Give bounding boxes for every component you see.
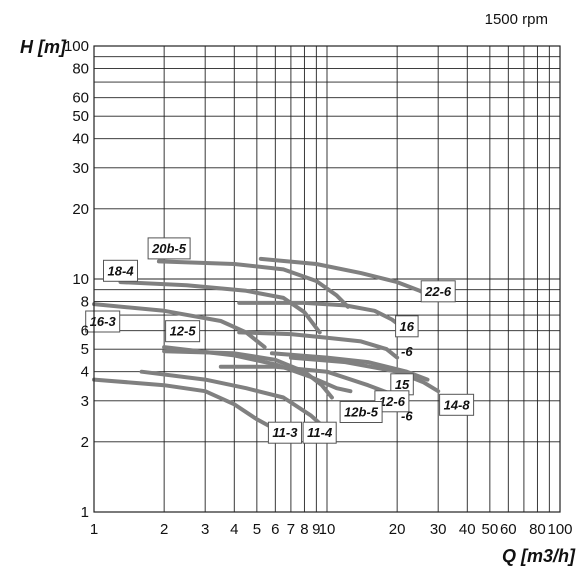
x-tick-label: 10 [319, 521, 336, 538]
y-tick-label: 4 [81, 364, 89, 381]
curve-label-text: -6 [401, 344, 413, 359]
curve-label: 11-3 [267, 421, 302, 444]
curve-label: 12b-5 [339, 401, 383, 423]
curve-label: 11-4 [302, 421, 337, 444]
curve-label-text: -6 [401, 408, 413, 423]
curve-label-box [267, 421, 302, 444]
curve-label: -6 [401, 344, 413, 359]
y-tick-label: 3 [81, 393, 89, 410]
curve-label: 14-8 [439, 393, 475, 416]
curve-label-text: 12-6 [379, 394, 406, 409]
y-tick-label: 40 [72, 131, 89, 148]
x-tick-label: 60 [500, 521, 517, 538]
curve-label-box [395, 315, 419, 338]
pump-curve [156, 259, 350, 309]
x-tick-label: 6 [271, 521, 279, 538]
x-tick-label: 40 [459, 521, 476, 538]
y-tick-label: 50 [72, 108, 89, 125]
pump-curve [237, 330, 400, 360]
curve-label-text: 11-4 [307, 425, 333, 440]
curve-label-box [103, 259, 138, 282]
curve-label-box [165, 320, 201, 343]
y-tick-label: 2 [81, 434, 89, 451]
x-tick-label: 1 [90, 521, 98, 538]
curve-label-box [420, 280, 456, 303]
x-tick-label: 100 [547, 521, 572, 538]
curve-label: 12-5 [165, 320, 201, 343]
curve-label: 22-6 [420, 280, 456, 303]
curve-label-text: 14-8 [444, 397, 471, 412]
curve-label-text: 11-3 [272, 425, 298, 440]
x-tick-label: 7 [287, 521, 295, 538]
x-tick-label: 30 [430, 521, 447, 538]
y-tick-label: 10 [72, 271, 89, 288]
curve-label-box [147, 237, 191, 260]
x-tick-label: 2 [160, 521, 168, 538]
curve-label-text: 16 [400, 319, 415, 334]
tick-labels: 1 2 3 4 5 6 7 8 910 20 30 40 50 60 80 10012345681020304… [64, 38, 573, 538]
curve-label-text: 15 [395, 377, 410, 392]
y-tick-label: 8 [81, 294, 89, 311]
curve-label-text: 20b-5 [151, 241, 187, 256]
curve-label: -6 [401, 408, 413, 423]
curve-labels: 20b-5 18-4 22-6 16-3 16 12-5 -6 15 12-6 14-8 12b-5… [85, 237, 475, 444]
curve-label-box [439, 393, 475, 416]
x-tick-label: 5 [253, 521, 261, 538]
pump-curve [218, 364, 394, 397]
x-axis-title: Q [m3/h] [502, 546, 576, 566]
x-tick-label: 20 [389, 521, 406, 538]
x-tick-label: 9 [312, 521, 320, 538]
x-tick-label: 3 [201, 521, 209, 538]
curve-label-box [302, 421, 337, 444]
curve-label: 16 [395, 315, 419, 338]
y-tick-label: 60 [72, 90, 89, 107]
y-tick-label: 80 [72, 61, 89, 78]
y-tick-label: 30 [72, 160, 89, 177]
y-tick-label: 100 [64, 38, 89, 55]
pump-curve [92, 377, 271, 428]
curve-label-text: 16-3 [90, 314, 117, 329]
curve-label-text: 22-6 [424, 284, 452, 299]
pump-curve [258, 256, 430, 297]
pump-curve [118, 280, 322, 335]
y-tick-label: 6 [81, 323, 89, 340]
y-tick-label: 5 [81, 341, 89, 358]
pump-curve [288, 355, 441, 394]
curve-label-box [339, 401, 383, 423]
x-tick-label: 8 [300, 521, 308, 538]
curve-label: 16-3 [85, 310, 121, 333]
speed-label: 1500 rpm [485, 11, 548, 28]
pump-curve [237, 300, 409, 333]
y-axis-title: H [m] [20, 37, 67, 57]
curve-label-text: 12-5 [170, 324, 197, 339]
pump-curve [139, 369, 322, 426]
curve-label: 12-6 [374, 390, 410, 413]
curve-label: 20b-5 [147, 237, 191, 260]
y-tick-label: 1 [81, 504, 89, 521]
pump-curve [162, 345, 353, 394]
curve-label: 18-4 [103, 259, 138, 282]
pump-curve [92, 302, 267, 350]
x-tick-label: 50 [482, 521, 499, 538]
x-tick-label: 80 [529, 521, 546, 538]
plot-frame [93, 45, 561, 513]
x-tick-label: 4 [230, 521, 238, 538]
curve-label-text: 12b-5 [344, 404, 379, 419]
y-tick-label: 20 [72, 201, 89, 218]
curve-label-text: 18-4 [108, 263, 135, 278]
